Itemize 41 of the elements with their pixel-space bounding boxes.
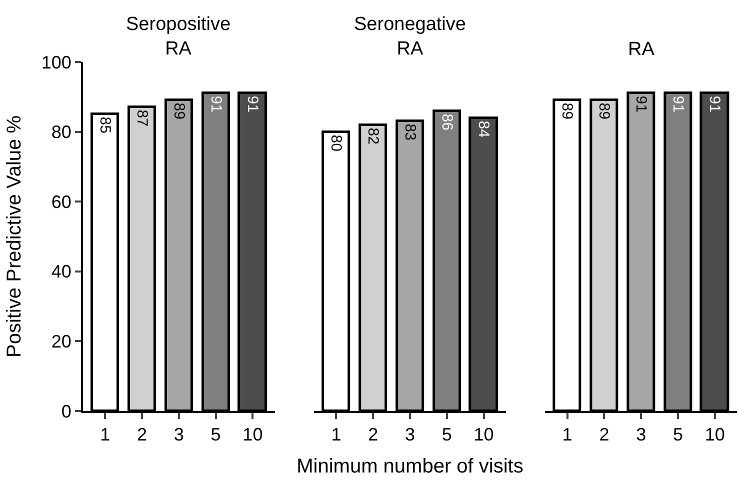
- x-tick-label: 1: [331, 424, 342, 445]
- chart-title: RA: [628, 39, 655, 60]
- x-tick-label: 10: [242, 424, 263, 445]
- y-tick-label: 100: [41, 52, 72, 72]
- y-tick-label: 20: [51, 332, 72, 352]
- data-label: 89: [170, 102, 188, 120]
- y-tick-label: 0: [61, 401, 72, 422]
- x-tick-label: 10: [704, 424, 725, 445]
- data-label: 87: [133, 110, 150, 126]
- x-axis-title: Minimum number of visits: [296, 456, 524, 478]
- x-tick-label: 3: [174, 424, 184, 445]
- data-label: 82: [364, 128, 382, 144]
- y-tick-label: 60: [51, 192, 72, 212]
- x-tick-label: 2: [368, 424, 378, 445]
- chart-title: Seropositive RA: [126, 14, 231, 60]
- x-tick-label: 1: [562, 424, 572, 445]
- data-label: 89: [595, 102, 612, 120]
- x-tick-label: 5: [442, 424, 452, 445]
- chart-title: Seronegative RA: [354, 14, 466, 60]
- data-label: 85: [96, 116, 114, 134]
- data-label: 83: [401, 124, 418, 140]
- x-tick-label: 5: [210, 424, 221, 445]
- x-tick-label: 3: [636, 424, 646, 445]
- data-label: 91: [706, 96, 723, 112]
- x-tick-label: 2: [599, 424, 610, 445]
- data-label: 89: [558, 102, 576, 120]
- data-label: 80: [327, 134, 344, 152]
- data-label: 91: [244, 96, 261, 112]
- y-tick-label: 40: [51, 262, 72, 282]
- x-tick-label: 10: [474, 424, 494, 445]
- y-tick-label: 80: [51, 122, 72, 142]
- data-label: 91: [207, 96, 224, 112]
- x-tick-label: 1: [100, 424, 110, 445]
- data-label: 91: [669, 96, 686, 112]
- x-tick-label: 5: [672, 424, 683, 445]
- x-tick-label: 2: [137, 424, 148, 445]
- data-label: 91: [632, 96, 650, 112]
- data-label: 86: [438, 114, 456, 130]
- data-label: 84: [474, 120, 492, 138]
- y-axis-title: Positive Predictive Value %: [3, 115, 26, 358]
- x-tick-label: 3: [404, 424, 416, 445]
